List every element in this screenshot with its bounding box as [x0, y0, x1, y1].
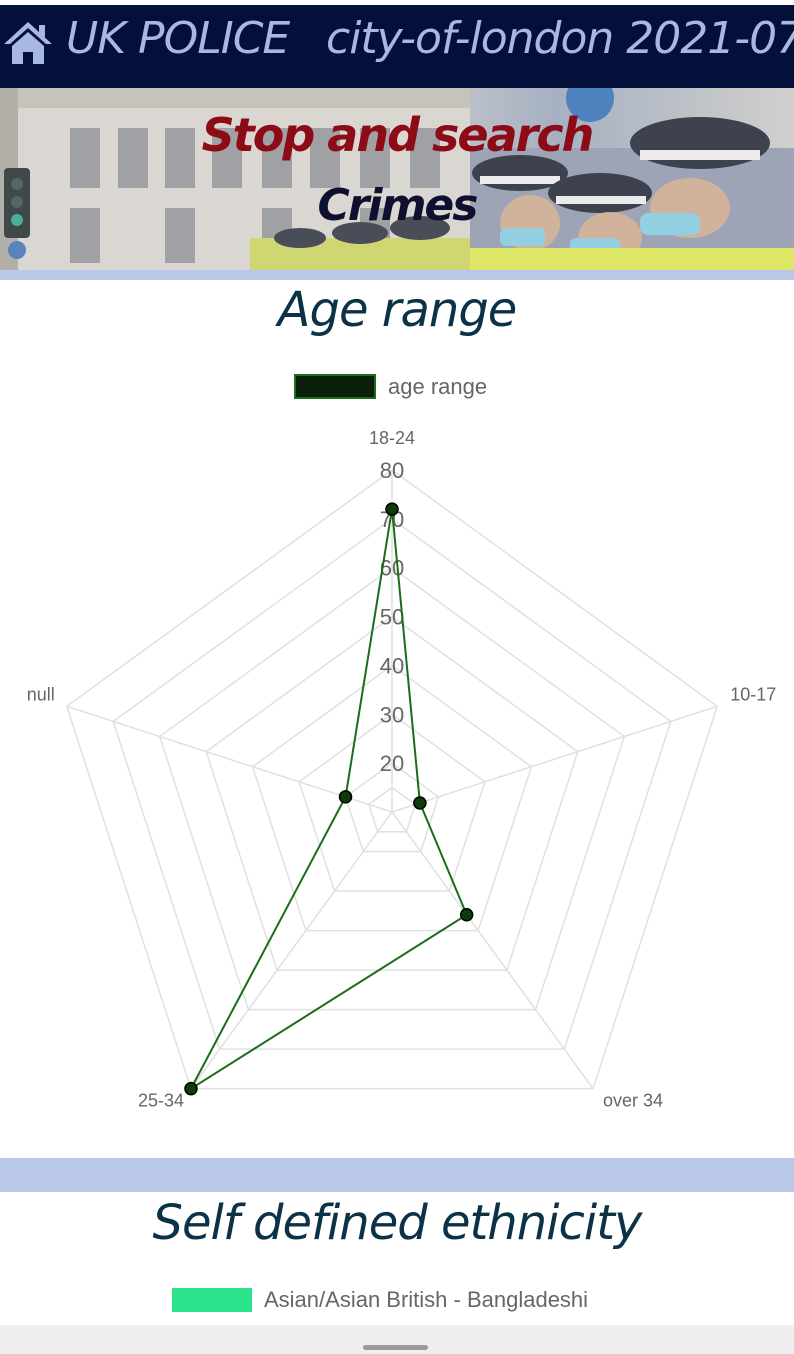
radar-grid-ring [65, 469, 719, 1090]
radar-spoke [190, 811, 393, 1090]
radar-category-label: 10-17 [730, 684, 776, 704]
radar-spoke [391, 705, 718, 813]
radar-tick-label: 50 [380, 605, 404, 630]
radar-tick-label: 30 [380, 702, 404, 727]
radar-grid-ring [344, 762, 440, 853]
police-officers-photo [0, 88, 794, 270]
radar-category-label: null [27, 684, 55, 704]
age-range-title: Age range [277, 282, 518, 338]
radar-data-point [184, 1081, 198, 1096]
radar-data-point [338, 790, 353, 804]
radar-grid-ring [112, 517, 672, 1050]
ethnicity-title: Self defined ethnicity [152, 1195, 643, 1251]
radar-tick-label: 80 [380, 458, 404, 483]
section-divider [0, 270, 794, 280]
age-range-legend-label[interactable]: age range [388, 374, 488, 399]
radar-grid-ring [367, 786, 417, 833]
radar-series-line [188, 508, 468, 1092]
radar-spoke [66, 705, 393, 813]
radar-category-label: over 34 [603, 1091, 663, 1111]
age-range-legend-swatch[interactable] [294, 374, 376, 399]
radar-grid-ring [251, 664, 533, 932]
brand-title[interactable]: UK POLICE [66, 13, 290, 64]
hero-banner [0, 88, 794, 270]
ethnicity-legend-label[interactable]: Asian/Asian British - Bangladeshi [264, 1287, 589, 1312]
gesture-handle[interactable] [363, 1345, 428, 1350]
radar-grid-ring [158, 566, 626, 1011]
radar-grid-ring [205, 615, 579, 971]
top-navigation-bar: UK POLICE city-of-london 2021-07 [0, 0, 794, 88]
radar-data-point [385, 502, 399, 516]
ethnicity-legend-swatch[interactable] [172, 1288, 252, 1312]
section-divider-2 [0, 1158, 794, 1192]
radar-category-label: 25-34 [138, 1091, 184, 1111]
hero-title-crimes: Crimes [317, 180, 479, 231]
hero-title-stop-and-search: Stop and search [201, 108, 595, 162]
radar-data-point [459, 908, 474, 922]
radar-category-label: 18-24 [369, 428, 415, 448]
radar-grid-ring [298, 713, 486, 892]
radar-tick-label: 40 [380, 653, 404, 678]
radar-spoke [391, 811, 594, 1090]
location-date-title: city-of-london 2021-07 [326, 13, 794, 64]
radar-data-point [413, 796, 427, 810]
home-icon[interactable] [2, 20, 54, 66]
radar-tick-label: 20 [380, 751, 404, 776]
